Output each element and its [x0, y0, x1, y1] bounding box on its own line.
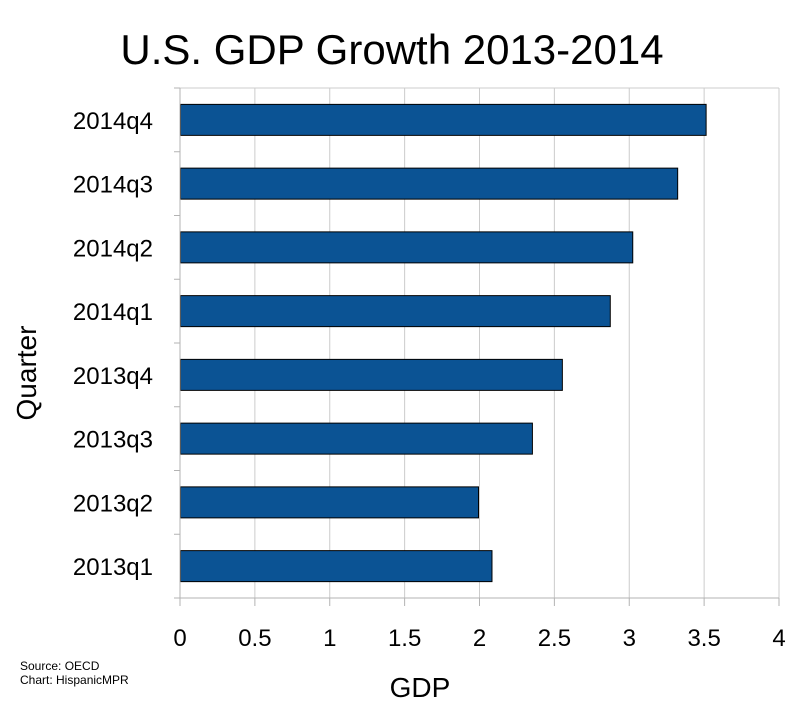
- x-tick-label: 1: [323, 625, 336, 652]
- x-tick-label: 3.5: [687, 625, 720, 652]
- y-tick-label: 2014q2: [73, 235, 153, 262]
- bar-2014q1: [180, 295, 611, 328]
- bars: [180, 103, 707, 583]
- x-tick-label: 2.5: [538, 625, 571, 652]
- bar-2014q3: [180, 167, 679, 200]
- bar-2013q1: [180, 550, 493, 583]
- x-tick-label: 2: [473, 625, 486, 652]
- chart-title: U.S. GDP Growth 2013-2014: [120, 26, 663, 73]
- bar-2013q3: [180, 422, 533, 455]
- y-axis-title: Quarter: [11, 326, 42, 421]
- x-tick-label: 0.5: [238, 625, 271, 652]
- chart-credit-note: Chart: HispanicMPR: [20, 673, 129, 687]
- x-tick-label: 0: [173, 625, 186, 652]
- axes: 0 0.5 1 1.5 2 2.5 3 3.5 4 2013q1 2013q2 2013q3 2013q…: [73, 87, 786, 652]
- y-tick-label: 2014q4: [73, 108, 153, 135]
- x-tick-label: 4: [772, 625, 785, 652]
- x-tick-label: 3: [623, 625, 636, 652]
- y-tick-label: 2013q1: [73, 554, 153, 581]
- y-tick-label: 2014q3: [73, 172, 153, 199]
- x-axis-title: GDP: [390, 672, 451, 703]
- y-tick-label: 2013q2: [73, 490, 153, 517]
- source-note: Source: OECD: [20, 659, 100, 673]
- bar-2014q4: [180, 103, 707, 136]
- y-tick-label: 2014q1: [73, 299, 153, 326]
- y-tick-label: 2013q3: [73, 427, 153, 454]
- bar-2013q2: [180, 486, 480, 519]
- grid-lines: [179, 87, 780, 598]
- bar-2014q2: [180, 231, 634, 264]
- x-tick-label: 1.5: [388, 625, 421, 652]
- y-tick-label: 2013q4: [73, 363, 153, 390]
- bar-2013q4: [180, 358, 563, 391]
